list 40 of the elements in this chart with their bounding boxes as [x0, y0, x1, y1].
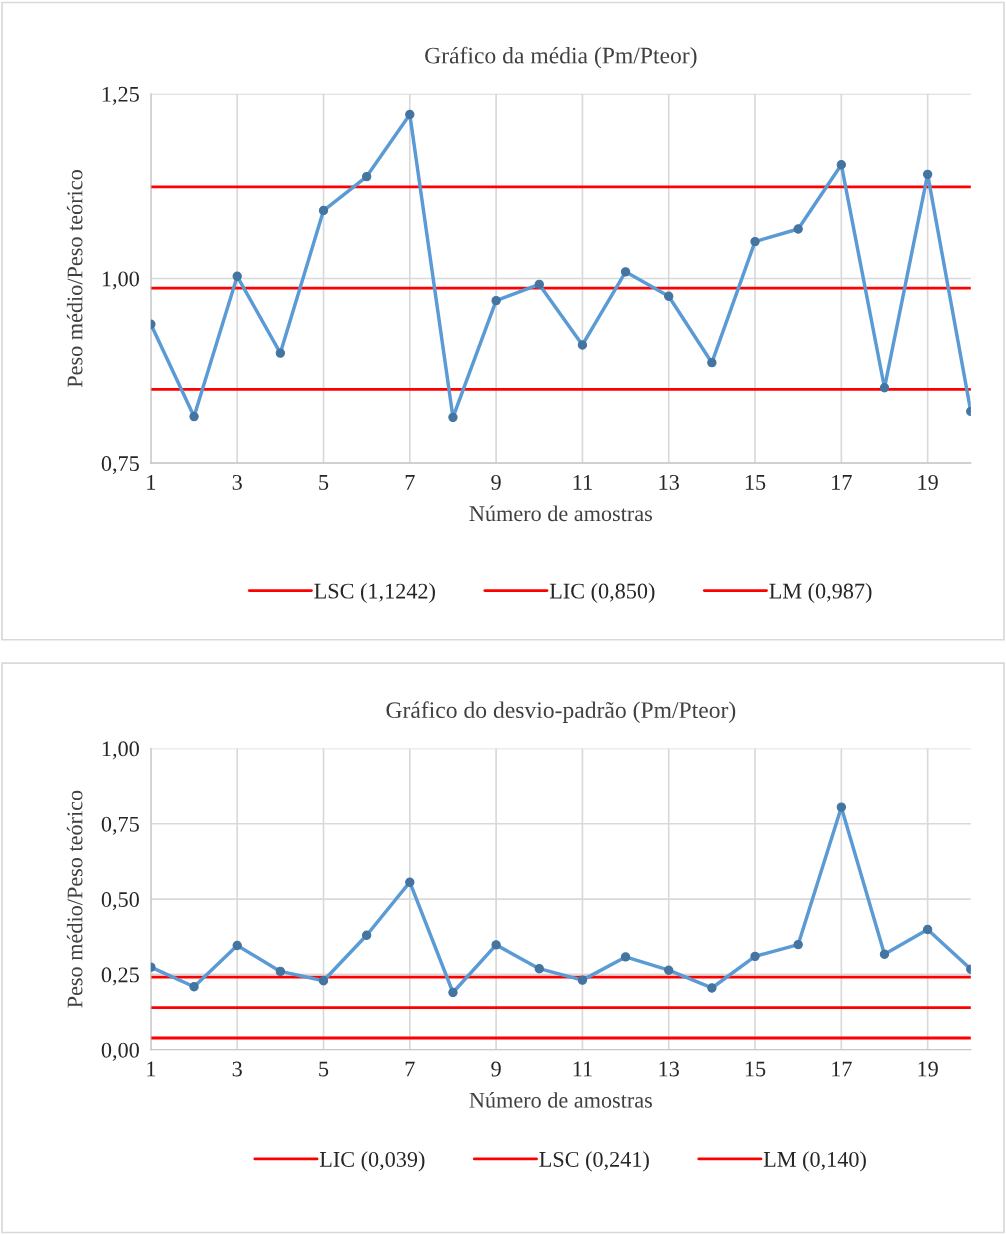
y-axis-title: Peso médio/Peso teórico	[66, 170, 83, 388]
y-tick-label: 0,75	[101, 456, 139, 475]
x-tick-label: 15	[745, 1061, 766, 1077]
x-tick-label: 13	[659, 474, 679, 490]
x-tick-label: 17	[832, 1061, 852, 1077]
y-axis-title: Peso médio/Peso teórico	[66, 790, 83, 1008]
chart-title: Gráfico do desvio-padrão (Pm/Pteor)	[386, 701, 736, 723]
chart-title: Gráfico da média (Pm/Pteor)	[425, 46, 697, 69]
y-tick-label: 0,75	[101, 816, 139, 835]
x-axis-title: Número de amostras	[469, 505, 652, 522]
legend-label: LSC (0,241)	[539, 1151, 649, 1172]
x-tick-label: 17	[832, 474, 852, 490]
x-axis-title: Número de amostras	[469, 1092, 652, 1108]
y-tick-label: 0,50	[101, 892, 139, 911]
legend-label: LM (0,140)	[763, 1151, 866, 1172]
x-tick-label: 13	[659, 1061, 679, 1077]
x-tick-label: 3	[232, 1061, 242, 1077]
legend-label: LIC (0,850)	[549, 582, 655, 604]
x-tick-label: 7	[405, 475, 415, 490]
x-tick-label: 3	[232, 474, 242, 490]
x-tick-label: 9	[491, 1061, 501, 1077]
x-tick-label: 11	[573, 1061, 592, 1077]
x-tick-label: 11	[573, 474, 592, 490]
x-tick-label: 19	[918, 474, 938, 490]
x-tick-label: 1	[147, 474, 156, 490]
x-tick-label: 15	[745, 474, 766, 490]
x-tick-label: 5	[319, 1061, 329, 1077]
legend-label: LIC (0,039)	[319, 1151, 425, 1172]
y-tick-label: 0,25	[101, 967, 139, 986]
x-tick-label: 5	[319, 475, 329, 490]
y-tick-label: 1,00	[102, 741, 139, 760]
x-tick-label: 1	[147, 1061, 156, 1077]
legend-label: LM (0,987)	[769, 582, 872, 604]
y-tick-label: 1,25	[102, 86, 139, 105]
y-tick-label: 0,00	[101, 1042, 139, 1061]
x-tick-label: 19	[918, 1061, 938, 1077]
x-tick-label: 7	[405, 1061, 415, 1077]
legend-label: LSC (1,1242)	[314, 582, 435, 604]
y-tick-label: 1,00	[102, 271, 139, 290]
x-tick-label: 9	[491, 474, 501, 490]
